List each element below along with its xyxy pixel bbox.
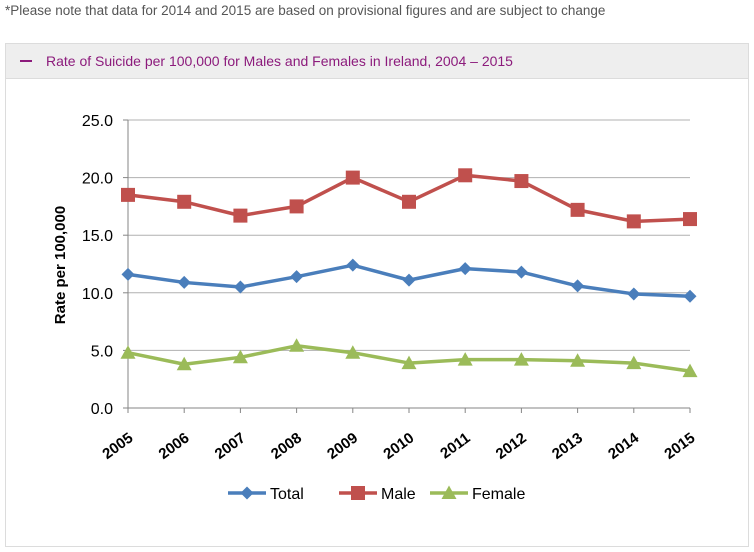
x-tick-label: 2008	[268, 429, 305, 462]
data-point-female	[289, 338, 305, 352]
data-point-total	[233, 280, 247, 294]
chart-panel: Rate of Suicide per 100,000 for Males an…	[5, 43, 749, 547]
data-point-male	[514, 174, 529, 189]
data-point-total	[514, 265, 528, 279]
data-point-female	[232, 349, 248, 364]
y-tick-label: 25.0	[82, 113, 113, 130]
data-point-female	[682, 363, 698, 378]
x-tick-label: 2006	[156, 429, 193, 462]
data-point-male	[683, 212, 697, 227]
data-point-total	[402, 273, 416, 287]
y-tick-label: 15.0	[82, 228, 113, 245]
data-point-male	[626, 214, 641, 229]
panel-header[interactable]: Rate of Suicide per 100,000 for Males an…	[6, 44, 748, 79]
y-tick-label: 10.0	[82, 286, 113, 303]
data-point-total	[177, 275, 191, 289]
data-point-female	[626, 355, 642, 370]
y-axis-label: Rate per 100,000	[52, 206, 69, 324]
y-tick-label: 5.0	[91, 343, 113, 360]
x-tick-label: 2012	[493, 429, 530, 462]
data-point-male	[402, 194, 416, 209]
data-point-female	[120, 345, 136, 359]
data-point-female	[570, 353, 586, 367]
x-tick-label: 2005	[99, 429, 136, 462]
panel-title: Rate of Suicide per 100,000 for Males an…	[46, 53, 513, 69]
y-tick-label: 20.0	[82, 171, 113, 188]
data-point-male	[458, 168, 473, 183]
data-point-male	[121, 187, 135, 202]
x-tick-label: 2007	[212, 429, 249, 462]
data-point-female	[513, 352, 529, 366]
data-point-total	[627, 287, 641, 301]
data-point-female	[345, 345, 361, 359]
legend-label-male: Male	[381, 486, 416, 503]
provisional-data-note: *Please note that data for 2014 and 2015…	[5, 3, 606, 18]
data-point-female	[176, 356, 192, 371]
data-point-total	[121, 267, 135, 281]
data-point-total	[683, 289, 697, 303]
y-tick-label: 0.0	[91, 401, 113, 418]
data-point-male	[177, 194, 192, 209]
legend-label-female: Female	[472, 486, 525, 503]
x-tick-label: 2011	[437, 429, 473, 462]
data-point-total	[458, 262, 472, 276]
data-point-female	[401, 355, 417, 370]
data-point-male	[233, 208, 248, 223]
data-point-male	[570, 202, 585, 217]
data-point-female	[457, 352, 473, 366]
minus-icon[interactable]	[20, 60, 32, 62]
x-tick-label: 2013	[549, 429, 586, 462]
legend-marker-female	[441, 485, 457, 499]
data-point-total	[571, 279, 585, 293]
x-tick-label: 2010	[380, 429, 417, 462]
data-point-male	[345, 170, 360, 185]
legend-label-total: Total	[270, 486, 304, 503]
data-point-male	[289, 199, 304, 214]
data-point-total	[290, 270, 304, 284]
x-tick-label: 2014	[605, 429, 643, 463]
x-tick-label: 2015	[661, 429, 698, 462]
data-point-total	[346, 258, 360, 272]
legend-marker-total	[240, 486, 254, 500]
x-tick-label: 2009	[324, 429, 361, 462]
legend-marker-male	[351, 486, 365, 500]
